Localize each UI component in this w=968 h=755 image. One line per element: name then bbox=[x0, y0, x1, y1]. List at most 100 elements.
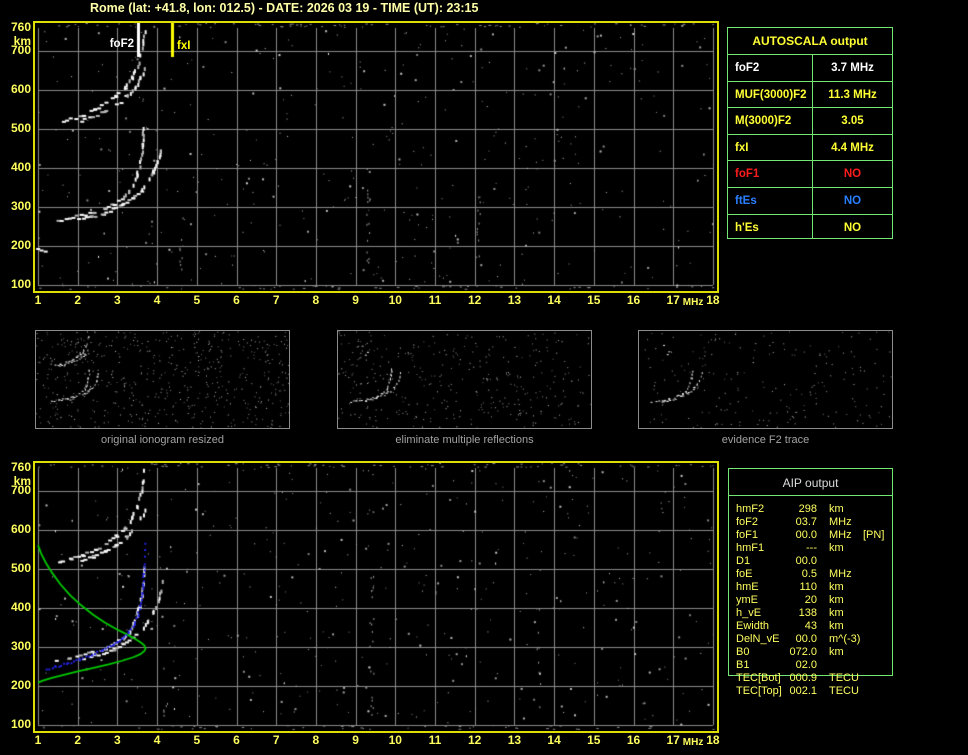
bottom-ionogram-canvas bbox=[35, 463, 717, 731]
top-ionogram-canvas bbox=[35, 23, 717, 291]
x-tick-label: 4 bbox=[153, 293, 161, 307]
aip-row-unit: km bbox=[829, 607, 844, 619]
autoscala-row-value: 11.3 MHz bbox=[828, 88, 877, 101]
aip-row-value: 00.0 bbox=[795, 633, 817, 645]
x-axis-unit-label: MHz bbox=[682, 297, 704, 308]
aip-row-value: 002.1 bbox=[789, 685, 817, 697]
x-tick-label: 7 bbox=[272, 293, 280, 307]
thumbnail-eliminate-caption: eliminate multiple reflections bbox=[395, 434, 534, 446]
autoscala-output-table: AUTOSCALA output foF2 3.7 MHz MUF(3000)F2 1… bbox=[727, 27, 893, 239]
x-tick-label: 11 bbox=[428, 293, 442, 307]
aip-row-ewidth: Ewidth 43 km bbox=[729, 620, 892, 633]
x-tick-label: 18 bbox=[706, 733, 720, 747]
y-tick-label: 760 bbox=[10, 20, 31, 34]
aip-row-value: 138 bbox=[798, 607, 817, 619]
aip-row-yme: ymE 20 km bbox=[729, 594, 892, 607]
autoscala-row-fof1: foF1 NO bbox=[728, 160, 892, 187]
x-tick-label: 5 bbox=[193, 293, 201, 307]
x-tick-label: 9 bbox=[352, 733, 359, 747]
aip-row-fof2: foF2 03.7 MHz bbox=[729, 516, 892, 529]
aip-row-label: D1 bbox=[736, 555, 751, 567]
x-tick-label: 2 bbox=[74, 293, 82, 307]
x-tick-label: 1 bbox=[34, 733, 42, 747]
aip-row-unit: MHz bbox=[829, 516, 852, 528]
autoscala-row-label: MUF(3000)F2 bbox=[735, 88, 807, 101]
x-tick-label: 6 bbox=[233, 733, 240, 747]
aip-row-label: TEC[Bot] bbox=[736, 672, 781, 684]
aip-row-unit: km bbox=[829, 503, 844, 515]
aip-row-value: 00.0 bbox=[795, 555, 817, 567]
autoscala-column-divider bbox=[812, 54, 813, 238]
x-tick-label: 8 bbox=[312, 293, 320, 307]
aip-row-label: foF1 bbox=[736, 529, 759, 541]
y-tick-label: 600 bbox=[10, 82, 31, 97]
autoscala-row-h-es: h'Es NO bbox=[728, 213, 892, 241]
thumbnail-original-caption: original ionogram resized bbox=[101, 434, 224, 446]
x-tick-label: 4 bbox=[153, 733, 161, 747]
autoscala-row-value: NO bbox=[843, 221, 862, 234]
autoscala-row-muf-3000-f2: MUF(3000)F2 11.3 MHz bbox=[728, 80, 892, 108]
aip-row-foe: foE 0.5 MHz bbox=[729, 568, 892, 581]
thumbnail-f2-caption: evidence F2 trace bbox=[721, 434, 810, 446]
fxi-marker-label: fxI bbox=[177, 40, 191, 52]
aip-row-label: foF2 bbox=[736, 516, 759, 528]
aip-row-b1: B1 02.0 bbox=[729, 659, 892, 672]
x-tick-label: 16 bbox=[626, 733, 641, 747]
y-tick-label: 600 bbox=[10, 522, 31, 537]
autoscala-row-ftes: ftEs NO bbox=[728, 187, 892, 214]
aip-row-label: h_vE bbox=[736, 607, 762, 619]
x-tick-label: 14 bbox=[547, 733, 561, 747]
top-ionogram-plot bbox=[33, 21, 719, 293]
x-tick-label: 2 bbox=[74, 733, 82, 747]
autoscala-row-fof2: foF2 3.7 MHz bbox=[728, 54, 892, 81]
y-tick-label: 400 bbox=[10, 160, 31, 175]
thumbnail-original-canvas bbox=[36, 331, 289, 428]
aip-row-value: --- bbox=[806, 542, 817, 554]
aip-row-value: 02.0 bbox=[795, 659, 817, 671]
autoscala-row-label: h'Es bbox=[735, 221, 759, 234]
x-tick-label: 17 bbox=[666, 733, 680, 747]
aip-row-unit: TECU bbox=[829, 672, 859, 684]
aip-row-label: foE bbox=[736, 568, 753, 580]
y-tick-label: 500 bbox=[10, 121, 31, 136]
aip-row-tec-bot-: TEC[Bot] 000.9 TECU bbox=[729, 672, 892, 685]
x-tick-label: 6 bbox=[233, 293, 240, 307]
aip-row-fof1: foF1 00.0 MHz [PN] bbox=[729, 529, 892, 542]
thumbnail-eliminate-canvas bbox=[338, 331, 591, 428]
aip-row-value: 00.0 bbox=[795, 529, 817, 541]
y-tick-label: 400 bbox=[10, 600, 31, 615]
aip-row-label: TEC[Top] bbox=[736, 685, 782, 697]
aip-row-value: 000.9 bbox=[789, 672, 817, 684]
aip-row-unit: km bbox=[829, 646, 844, 658]
x-axis-unit-label: MHz bbox=[682, 737, 704, 748]
aip-row-b0: B0 072.0 km bbox=[729, 646, 892, 659]
x-tick-label: 12 bbox=[468, 733, 482, 747]
y-tick-label: 760 bbox=[10, 460, 31, 474]
x-tick-label: 8 bbox=[312, 733, 320, 747]
aip-row-unit: km bbox=[829, 594, 844, 606]
x-tick-label: 10 bbox=[388, 293, 402, 307]
aip-row-value: 0.5 bbox=[801, 568, 817, 580]
fof2-marker-label: foF2 bbox=[109, 38, 134, 50]
y-tick-label: 100 bbox=[10, 277, 31, 291]
thumbnail-f2-canvas bbox=[639, 331, 892, 428]
y-tick-label: 300 bbox=[10, 199, 31, 214]
aip-row-tec-top-: TEC[Top] 002.1 TECU bbox=[729, 685, 892, 698]
autoscala-row-value: NO bbox=[843, 168, 862, 181]
aip-row-d1: D1 00.0 bbox=[729, 555, 892, 568]
aip-row-label: hmE bbox=[736, 581, 759, 593]
autoscala-row-value: 4.4 MHz bbox=[831, 141, 874, 154]
thumbnail-original-ionogram bbox=[35, 330, 290, 429]
aip-row-value: 110 bbox=[799, 581, 817, 593]
aip-row-value: 43 bbox=[804, 620, 817, 632]
aip-row-unit: MHz bbox=[829, 529, 852, 541]
aip-row-unit: km bbox=[829, 581, 844, 593]
autoscala-row-label: foF1 bbox=[735, 168, 760, 181]
x-tick-label: 1 bbox=[34, 293, 42, 307]
aip-row-value: 20 bbox=[804, 594, 817, 606]
x-tick-label: 18 bbox=[706, 293, 720, 307]
x-tick-label: 3 bbox=[114, 293, 121, 307]
x-tick-label: 15 bbox=[587, 733, 601, 747]
x-tick-label: 16 bbox=[626, 293, 641, 307]
